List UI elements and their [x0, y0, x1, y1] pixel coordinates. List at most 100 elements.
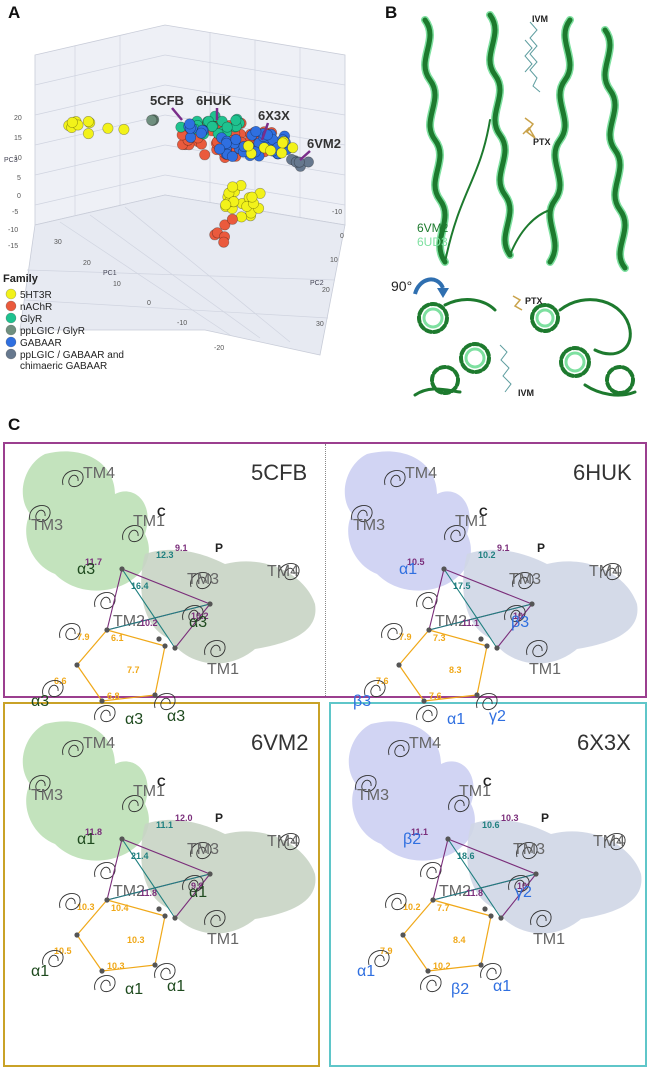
pc1-tick: 0	[147, 300, 151, 307]
pc2-tick: 0	[340, 233, 344, 240]
distance-value-orange: 6.1	[111, 633, 124, 643]
helix-spiral-icon	[516, 842, 538, 860]
helix-spiral-icon	[420, 975, 442, 993]
helix-label: TM1	[133, 783, 165, 800]
subunit-label: γ2	[489, 708, 506, 725]
distance-edge-purple	[121, 568, 211, 605]
distance-value-purple: 9.1	[175, 543, 188, 553]
subunit-label: β2	[451, 981, 469, 998]
helix-spiral-icon	[381, 623, 403, 641]
distance-edge-orange	[427, 964, 482, 972]
side-label-p: P	[215, 541, 223, 555]
distance-edge-teal	[106, 873, 211, 901]
distance-edge-orange	[476, 645, 488, 696]
pc3-tick: 0	[17, 193, 21, 200]
panel-label-c: C	[8, 415, 21, 434]
alpha-carbon-node	[207, 601, 213, 607]
pc1-tick: 30	[54, 239, 62, 246]
helix-spiral-icon	[530, 910, 552, 928]
scatter-point	[102, 122, 114, 134]
subunit-label: α1	[125, 981, 143, 998]
distance-edge-orange	[432, 899, 492, 917]
distance-value-teal: 16.4	[131, 581, 149, 591]
legend-item-label: ppLGIC / GlyR	[20, 326, 85, 337]
scatter-point	[146, 114, 158, 126]
distance-edge-orange	[76, 629, 108, 666]
callout-6huk: 6HUK	[196, 93, 232, 108]
ptx-ligand	[522, 117, 536, 139]
helix-label: TM4	[267, 563, 299, 580]
distance-edge-orange	[154, 915, 166, 966]
helix-label: TM4	[267, 833, 299, 850]
pc2-tick: 10	[330, 257, 338, 264]
legend-item-label: 5HT3R	[20, 290, 52, 301]
helix-spiral-icon	[355, 775, 377, 793]
alpha-carbon-node	[99, 968, 105, 974]
distance-edge-purple	[106, 568, 123, 631]
distance-value-purple: 11.1	[411, 827, 428, 837]
distance-value-teal: 21.4	[131, 851, 149, 861]
subpanel-title: 6X3X	[577, 730, 631, 755]
distance-value-orange: 10.2	[403, 902, 421, 912]
helix-spiral-icon	[59, 893, 81, 911]
distance-edge-teal	[121, 568, 176, 649]
helix-spiral-icon	[420, 862, 442, 880]
helix-label: TM2	[113, 883, 145, 900]
distance-value-orange: 10.2	[433, 961, 451, 971]
scatter-point	[66, 116, 78, 128]
distance-edge-purple	[500, 873, 537, 919]
alpha-carbon-node	[156, 636, 162, 642]
pc3-tick: 10	[14, 155, 22, 162]
distance-edge-orange	[402, 934, 429, 972]
alpha-carbon-node	[400, 932, 406, 938]
subunit-label: α3	[167, 708, 185, 725]
distance-edge-teal	[432, 873, 537, 901]
surface-subunit-1	[344, 451, 471, 591]
helix-spiral-icon	[364, 680, 386, 698]
distance-value-purple: 10	[513, 611, 523, 621]
pc2-axis-label: PC2	[310, 280, 324, 287]
subunit-label: α3	[189, 614, 207, 631]
alpha-carbon-node	[104, 627, 110, 633]
helix-spiral-icon	[62, 740, 84, 758]
distance-value-teal: 18.6	[457, 851, 475, 861]
pc3-tick: -5	[12, 209, 18, 216]
alpha-carbon-node	[474, 692, 480, 698]
structure-panel-b: IVM PTX 6VM2 6UD3 90° PTX IVM	[391, 11, 637, 398]
helix-spiral-icon	[388, 740, 410, 758]
distance-value-orange: 10.3	[127, 935, 145, 945]
side-label-c: C	[157, 505, 166, 519]
scatter-point	[184, 118, 196, 130]
legend-title: Family	[3, 273, 39, 285]
distance-value-orange: 10.3	[77, 902, 95, 912]
scatter-point	[82, 116, 94, 128]
alpha-carbon-node	[104, 897, 110, 903]
helix-label: TM1	[459, 783, 491, 800]
subunit-label: γ2	[515, 884, 532, 901]
pc1-axis-label: PC1	[103, 270, 117, 277]
helix-spiral-icon	[190, 842, 212, 860]
helix-label: TM4	[83, 735, 115, 752]
side-label-p: P	[541, 811, 549, 825]
subunit-label: α1	[31, 963, 49, 980]
distance-value-purple: 11.8	[85, 827, 102, 837]
ivm-ligand-top	[499, 344, 512, 393]
rotation-arrowhead-icon	[437, 288, 449, 298]
distance-edge-purple	[443, 568, 533, 605]
distance-edge-orange	[101, 964, 156, 972]
scatter-point	[250, 126, 262, 138]
scatter-point	[221, 121, 233, 133]
distance-edge-purple	[174, 873, 211, 919]
ivm-ligand	[524, 21, 541, 93]
helix-label: TM3	[513, 841, 545, 858]
alpha-carbon-node	[119, 566, 125, 572]
distance-value-orange: 7.9	[380, 946, 393, 956]
helix-label: TM4	[409, 735, 441, 752]
distance-edge-purple	[496, 603, 533, 649]
helix-spiral-icon	[154, 963, 176, 981]
distance-edge-orange	[106, 629, 166, 647]
structure-6ud3-label: 6UD3	[417, 235, 448, 249]
